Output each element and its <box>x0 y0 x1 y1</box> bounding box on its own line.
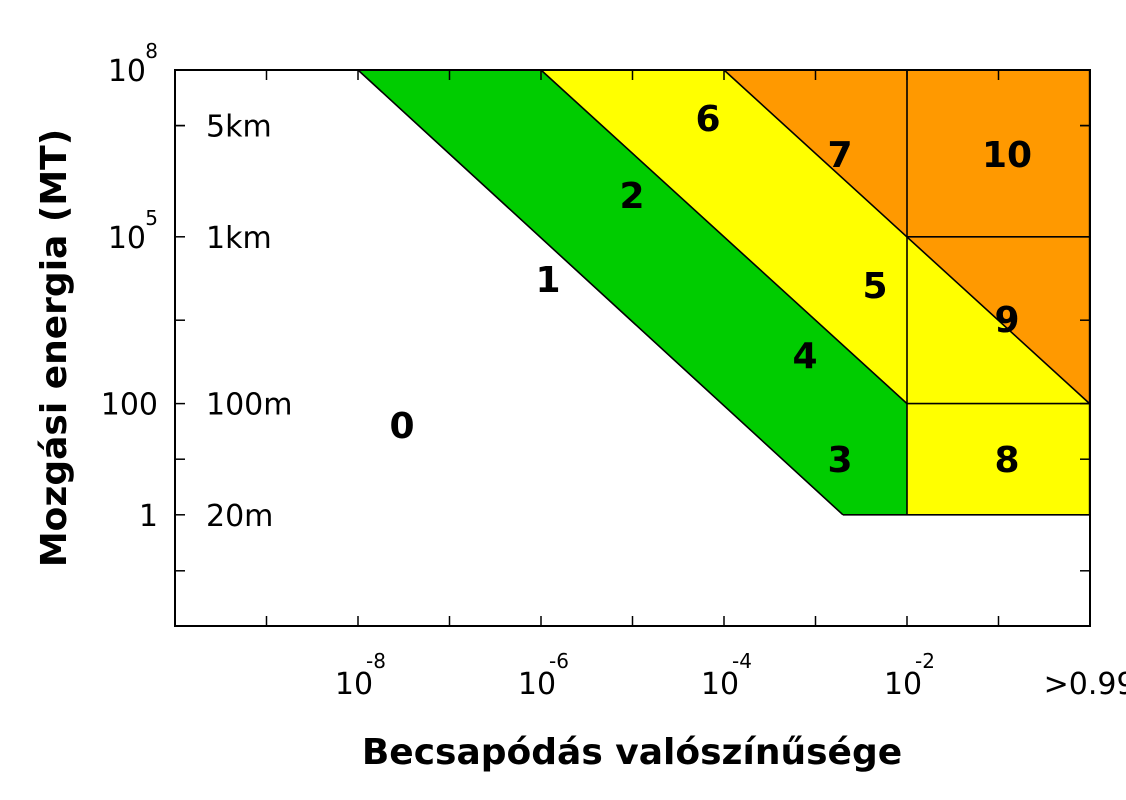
zone-label-3: 3 <box>827 440 852 481</box>
zone-7-area <box>907 70 1090 237</box>
x-tick-exponent: -4 <box>732 649 752 673</box>
size-label: 5km <box>206 110 272 145</box>
size-label: 20m <box>206 499 273 534</box>
zone-1-area <box>358 70 907 515</box>
boundary-line <box>357 69 844 516</box>
x-tick-label: 10 <box>884 667 922 702</box>
y-axis-title: Mozgási energia (MT) <box>34 129 75 567</box>
x-tick-exponent: -8 <box>366 649 386 673</box>
zone-label-0: 0 <box>389 406 414 447</box>
zone-labels: 0 1 2 3 4 5 6 7 8 9 10 <box>389 99 1032 481</box>
size-label: 1km <box>206 221 272 256</box>
zone-label-7: 7 <box>827 135 852 176</box>
y-tick-label: 10 <box>108 54 146 89</box>
zone-label-8: 8 <box>994 440 1019 481</box>
x-tick-exponent: -6 <box>549 649 569 673</box>
zone-3-area <box>907 403 1090 515</box>
size-label: 100m <box>206 388 292 423</box>
zone-label-10: 10 <box>982 135 1032 176</box>
boundary-line <box>540 69 908 405</box>
x-tick-label: 10 <box>518 667 556 702</box>
x-tick-label: 10 <box>335 667 373 702</box>
zone-label-1: 1 <box>535 260 560 301</box>
y-tick-exponent: 8 <box>145 39 158 63</box>
axes: 10-810-610-410-2>0.9910810510015km1km100… <box>101 39 1126 702</box>
zones-layer <box>358 70 1090 515</box>
x-tick-exponent: -2 <box>915 649 935 673</box>
y-tick-label: 1 <box>139 499 158 534</box>
zone-label-4: 4 <box>792 336 817 377</box>
zone-label-5: 5 <box>862 266 887 307</box>
y-tick-exponent: 5 <box>145 206 158 230</box>
zone-label-6: 6 <box>695 99 720 140</box>
x-axis-title: Becsapódás valószínűsége <box>362 732 902 773</box>
x-tick-label: >0.99 <box>1044 667 1126 702</box>
y-tick-label: 100 <box>101 388 158 423</box>
y-tick-label: 10 <box>108 221 146 256</box>
zone-label-2: 2 <box>619 176 644 217</box>
x-tick-label: 10 <box>701 667 739 702</box>
zone-label-9: 9 <box>994 300 1019 341</box>
